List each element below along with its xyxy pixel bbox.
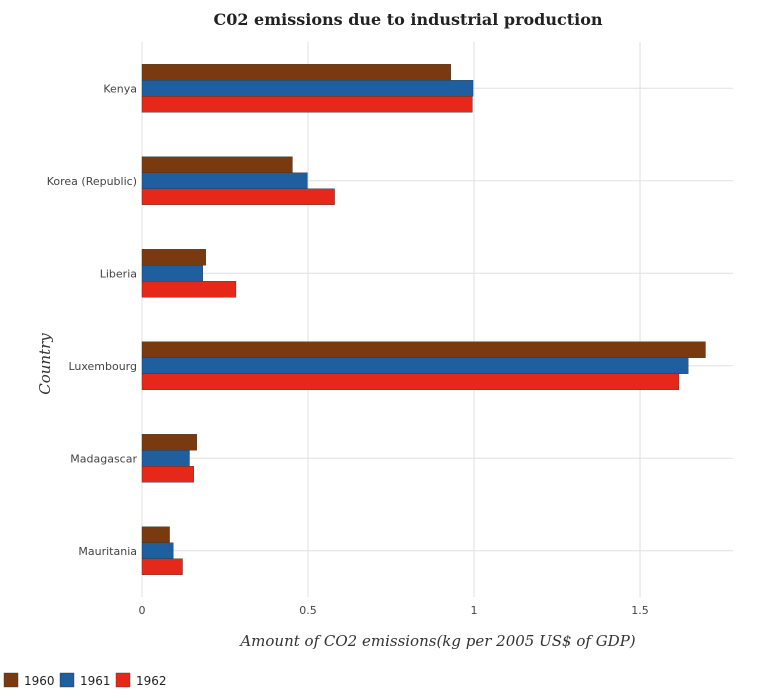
bar-1962-liberia [141, 281, 237, 298]
legend: 1960 1961 1962 [3, 672, 167, 688]
x-tick-label: 0.5 [299, 604, 317, 617]
bar-1961-luxembourg [141, 357, 689, 374]
y-tick-label: Liberia [100, 267, 137, 280]
bar-1960-liberia [141, 249, 206, 266]
bar-1960-korea-republic- [141, 156, 293, 173]
grid [141, 42, 733, 597]
bar-1962-madagascar [141, 466, 194, 483]
bar-1961-kenya [141, 80, 474, 97]
y-tick-label: Kenya [103, 82, 137, 95]
bar-1960-luxembourg [141, 341, 706, 358]
legend-label: 1961 [80, 674, 111, 688]
bar-1960-kenya [141, 64, 451, 81]
legend-swatch [3, 672, 19, 688]
legend-swatch [115, 672, 131, 688]
bar-1962-luxembourg [141, 373, 680, 390]
x-axis-label: Amount of CO2 emissions(kg per 2005 US$ … [238, 632, 635, 650]
x-tick-label: 0 [139, 604, 146, 617]
y-tick-label: Luxembourg [68, 360, 137, 373]
legend-swatch [59, 672, 75, 688]
chart-title: C02 emissions due to industrial producti… [213, 10, 602, 29]
y-tick-labels: Kenya Korea (Republic) Liberia Luxembourg Ma… [47, 82, 138, 558]
bar-1960-madagascar [141, 434, 197, 451]
bar-1962-korea-republic- [141, 188, 335, 205]
bar-1961-mauritania [141, 542, 174, 559]
bar-1962-mauritania [141, 558, 183, 575]
y-tick-label: Mauritania [78, 545, 137, 558]
x-tick-label: 1 [471, 604, 478, 617]
bar-1960-mauritania [141, 526, 170, 543]
x-tick-label: 1.5 [631, 604, 649, 617]
x-tick-labels: 0 0.5 1 1.5 [139, 604, 649, 617]
bars [141, 64, 706, 575]
bar-1961-liberia [141, 265, 203, 282]
legend-label: 1962 [136, 674, 167, 688]
legend-label: 1960 [24, 674, 55, 688]
bar-1961-madagascar [141, 450, 190, 467]
bar-1962-kenya [141, 96, 473, 113]
y-tick-label: Madagascar [70, 452, 137, 465]
y-tick-label: Korea (Republic) [47, 175, 137, 188]
y-axis-label: Country [36, 333, 54, 395]
bar-1961-korea-republic- [141, 172, 308, 189]
